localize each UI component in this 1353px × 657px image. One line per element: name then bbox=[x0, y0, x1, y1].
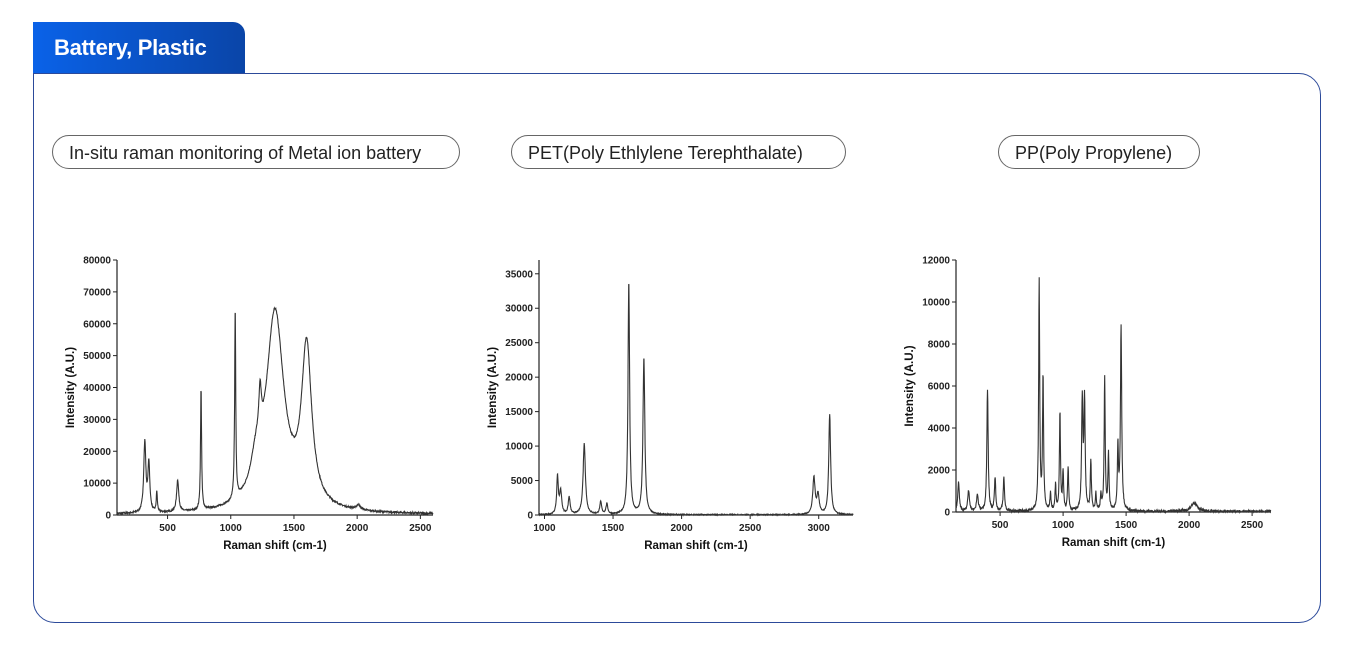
x-tick-label: 500 bbox=[992, 520, 1009, 531]
y-tick-label: 2000 bbox=[928, 466, 951, 477]
x-tick-label: 1500 bbox=[602, 523, 625, 534]
chart-title-pet: PET(Poly Ethlylene Terephthalate) bbox=[511, 135, 846, 169]
pet-raman-chart: 0 5000 10000 15000 20000 25000 30000 35000 1000 1… bbox=[487, 260, 854, 552]
x-tick-label: 3000 bbox=[808, 523, 831, 534]
content-panel bbox=[33, 73, 1321, 623]
x-tick-label: 2000 bbox=[346, 523, 369, 534]
section-tab[interactable]: Battery, Plastic bbox=[33, 22, 245, 74]
x-axis-label: Raman shift (cm-1) bbox=[644, 540, 748, 552]
x-tick-label: 2500 bbox=[739, 523, 762, 534]
y-tick-label: 5000 bbox=[511, 476, 534, 487]
battery-raman-chart: 0 10000 20000 30000 40000 50000 60000 70000 8000… bbox=[65, 256, 434, 552]
y-axis-label: Intensity (A.U.) bbox=[65, 347, 77, 428]
y-tick-label: 12000 bbox=[922, 256, 950, 267]
y-tick-label: 25000 bbox=[505, 338, 533, 349]
y-tick-label: 40000 bbox=[83, 383, 111, 394]
y-tick-label: 4000 bbox=[928, 424, 951, 435]
y-tick-label: 20000 bbox=[505, 373, 533, 384]
x-axis-label: Raman shift (cm-1) bbox=[1062, 537, 1166, 549]
y-tick-label: 0 bbox=[527, 511, 533, 522]
y-tick-label: 6000 bbox=[928, 382, 951, 393]
spectrum-line bbox=[538, 283, 854, 517]
x-tick-label: 1500 bbox=[1115, 520, 1138, 531]
y-tick-label: 80000 bbox=[83, 256, 111, 267]
pp-raman-chart: 0 2000 4000 6000 8000 10000 12000 500 1000 1500 20… bbox=[904, 256, 1272, 549]
x-tick-label: 2500 bbox=[409, 523, 432, 534]
y-tick-label: 50000 bbox=[83, 351, 111, 362]
y-tick-label: 0 bbox=[944, 508, 950, 519]
x-tick-label: 1500 bbox=[283, 523, 306, 534]
x-tick-label: 1000 bbox=[1052, 520, 1075, 531]
y-tick-label: 10000 bbox=[505, 442, 533, 453]
chart-title-battery: In-situ raman monitoring of Metal ion ba… bbox=[52, 135, 460, 169]
y-axis-label: Intensity (A.U.) bbox=[904, 345, 916, 426]
x-tick-label: 500 bbox=[159, 523, 176, 534]
chart-title-pp: PP(Poly Propylene) bbox=[998, 135, 1200, 169]
x-tick-label: 2000 bbox=[1178, 520, 1201, 531]
y-tick-label: 0 bbox=[105, 511, 111, 522]
y-tick-label: 35000 bbox=[505, 269, 533, 280]
x-tick-label: 1000 bbox=[220, 523, 243, 534]
y-tick-label: 10000 bbox=[922, 298, 950, 309]
y-tick-label: 70000 bbox=[83, 287, 111, 298]
y-axis-label: Intensity (A.U.) bbox=[487, 347, 499, 428]
x-tick-label: 2000 bbox=[670, 523, 693, 534]
y-tick-label: 30000 bbox=[83, 415, 111, 426]
y-tick-label: 15000 bbox=[505, 407, 533, 418]
spectrum-line bbox=[955, 277, 1272, 515]
spectrum-line bbox=[116, 306, 434, 517]
x-tick-label: 1000 bbox=[533, 523, 556, 534]
x-tick-label: 2500 bbox=[1241, 520, 1264, 531]
y-tick-label: 8000 bbox=[928, 340, 951, 351]
y-tick-label: 20000 bbox=[83, 447, 111, 458]
y-tick-label: 60000 bbox=[83, 319, 111, 330]
y-tick-label: 10000 bbox=[83, 479, 111, 490]
x-axis-label: Raman shift (cm-1) bbox=[223, 540, 327, 552]
y-tick-label: 30000 bbox=[505, 304, 533, 315]
